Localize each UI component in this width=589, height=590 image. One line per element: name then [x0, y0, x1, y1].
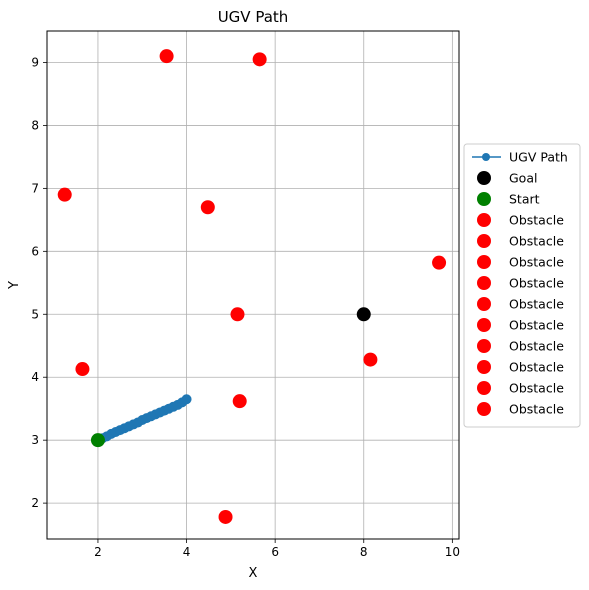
- legend-label: UGV Path: [509, 150, 568, 165]
- obstacle-point: [230, 307, 245, 322]
- x-tick-label: 2: [94, 545, 102, 559]
- legend-marker: [477, 192, 491, 206]
- chart-title: UGV Path: [218, 8, 289, 26]
- legend-path-marker: [482, 153, 490, 161]
- goal-point: [356, 307, 371, 322]
- legend-label: Obstacle: [509, 255, 564, 270]
- x-tick-label: 10: [445, 545, 460, 559]
- x-tick-label: 8: [360, 545, 368, 559]
- y-tick-label: 8: [31, 118, 39, 132]
- y-tick-label: 4: [31, 370, 39, 384]
- obstacle-point: [432, 255, 447, 270]
- ugv-path-point: [181, 394, 192, 405]
- legend-marker: [477, 171, 491, 185]
- axes-frame: [46, 30, 460, 540]
- legend-marker: [477, 318, 491, 332]
- y-axis-label: Y: [7, 281, 22, 290]
- x-axis-label: X: [249, 566, 258, 581]
- x-ticks: 2 4 6 8 10: [94, 539, 460, 559]
- obstacle-point: [159, 49, 174, 64]
- legend-label: Obstacle: [509, 318, 564, 333]
- legend-marker: [477, 360, 491, 374]
- obstacle-point: [363, 352, 378, 367]
- y-tick-label: 9: [31, 55, 39, 69]
- legend-label: Obstacle: [509, 297, 564, 312]
- legend-marker: [477, 276, 491, 290]
- obstacle-point: [232, 394, 247, 409]
- legend-label: Start: [509, 192, 540, 207]
- obstacle-point: [252, 52, 267, 67]
- start-point: [90, 433, 105, 448]
- x-tick-label: 6: [271, 545, 279, 559]
- legend-label: Obstacle: [509, 360, 564, 375]
- legend-label: Obstacle: [509, 339, 564, 354]
- legend-marker: [477, 234, 491, 248]
- legend-marker: [477, 381, 491, 395]
- obstacle-point: [200, 200, 215, 215]
- legend-marker: [477, 213, 491, 227]
- grid: [47, 31, 459, 539]
- plot-marks: [57, 49, 447, 524]
- legend-label: Obstacle: [509, 402, 564, 417]
- legend: UGV Path Goal Start Obstacle Obstacle Obstacl…: [463, 143, 581, 428]
- legend-label: Goal: [509, 171, 537, 186]
- y-tick-label: 6: [31, 244, 39, 258]
- legend-box: [463, 143, 581, 428]
- y-tick-label: 5: [31, 307, 39, 321]
- y-tick-label: 2: [31, 496, 39, 510]
- legend-marker: [477, 402, 491, 416]
- legend-label: Obstacle: [509, 276, 564, 291]
- obstacle-point: [75, 362, 90, 377]
- x-tick-label: 4: [183, 545, 191, 559]
- legend-label: Obstacle: [509, 381, 564, 396]
- y-ticks: 2 3 4 5 6 7 8 9: [31, 55, 47, 510]
- y-tick-label: 3: [31, 433, 39, 447]
- legend-marker: [477, 297, 491, 311]
- obstacle-point: [57, 187, 72, 202]
- legend-label: Obstacle: [509, 213, 564, 228]
- legend-marker: [477, 339, 491, 353]
- legend-marker: [477, 255, 491, 269]
- legend-label: Obstacle: [509, 234, 564, 249]
- obstacle-point: [218, 509, 233, 524]
- y-tick-label: 7: [31, 181, 39, 195]
